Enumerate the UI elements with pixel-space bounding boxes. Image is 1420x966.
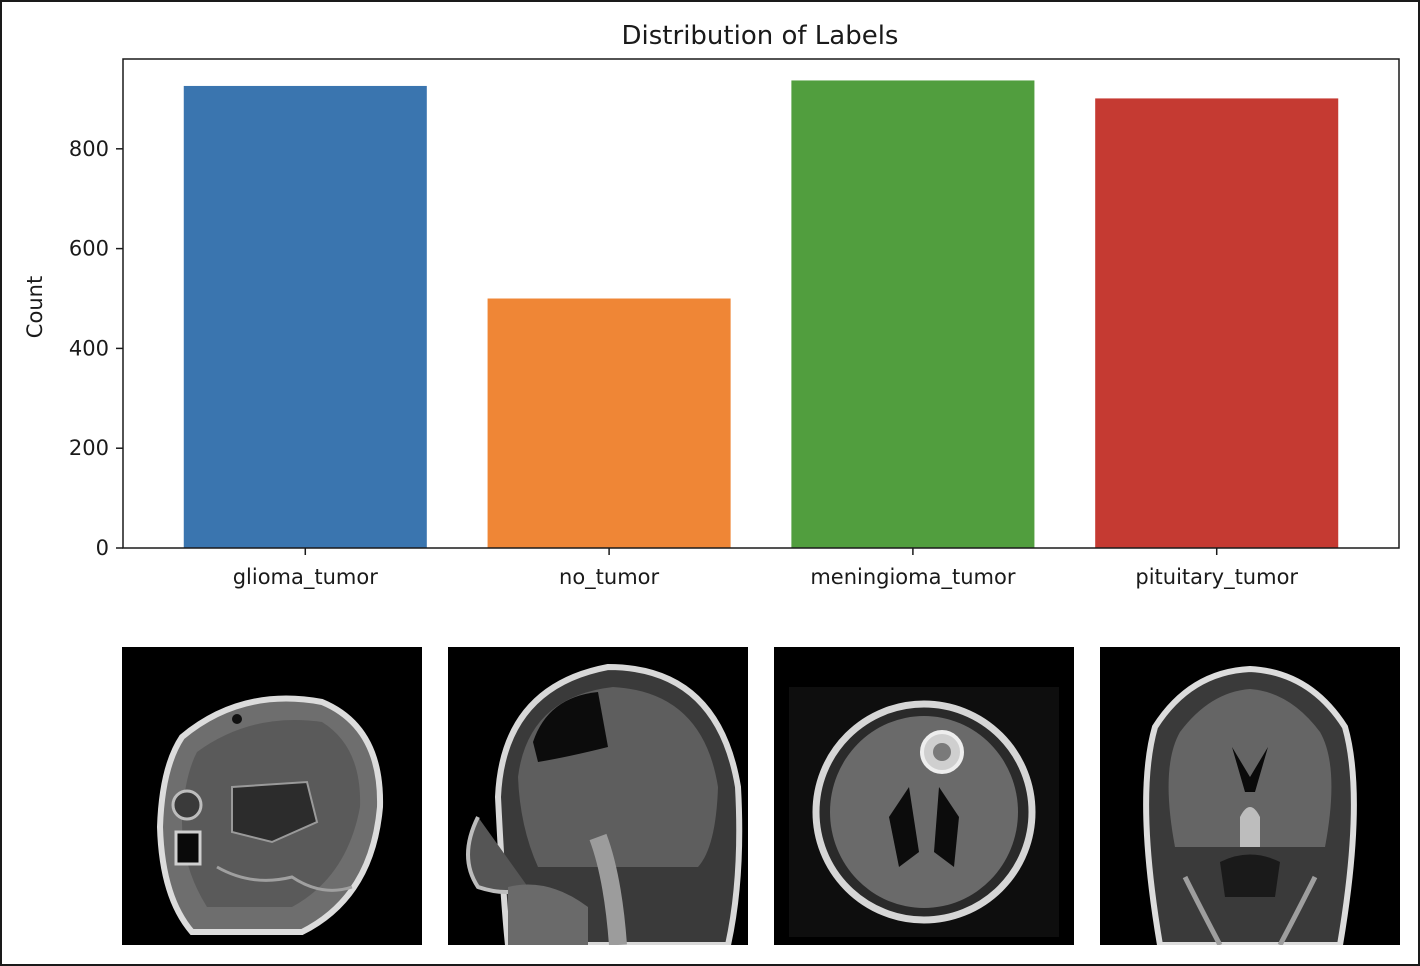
- y-axis-label: Count: [23, 276, 47, 338]
- y-tick-label: 400: [69, 336, 109, 360]
- y-tick-label: 0: [96, 536, 109, 560]
- plot-area-border: [122, 58, 1400, 549]
- x-tick-label: pituitary_tumor: [1135, 565, 1298, 590]
- chart-title: Distribution of Labels: [622, 21, 899, 51]
- x-tick-label: no_tumor: [559, 565, 660, 590]
- x-tick-label: meningioma_tumor: [810, 565, 1016, 590]
- mri-image-no-tumor: [448, 647, 748, 945]
- mri-image-pituitary: [1100, 647, 1400, 945]
- y-axis: 0 200 400 600 800: [69, 137, 123, 560]
- bar-meningioma-tumor: [791, 80, 1035, 549]
- mri-image-glioma: [122, 647, 422, 945]
- bar-glioma-tumor: [183, 85, 427, 549]
- y-tick-label: 200: [69, 436, 109, 460]
- y-tick-label: 800: [69, 137, 109, 161]
- y-tick-label: 600: [69, 237, 109, 261]
- bar-chart: Distribution of Labels Count 0 200 400 600 8…: [23, 21, 1400, 590]
- x-axis: glioma_tumor no_tumor meningioma_tumor pitu…: [233, 548, 1298, 590]
- bars-group: [183, 80, 1339, 549]
- mri-image-meningioma: [774, 647, 1074, 945]
- bar-pituitary-tumor: [1095, 98, 1339, 549]
- x-tick-label: glioma_tumor: [233, 565, 379, 590]
- bar-no-tumor: [487, 298, 731, 548]
